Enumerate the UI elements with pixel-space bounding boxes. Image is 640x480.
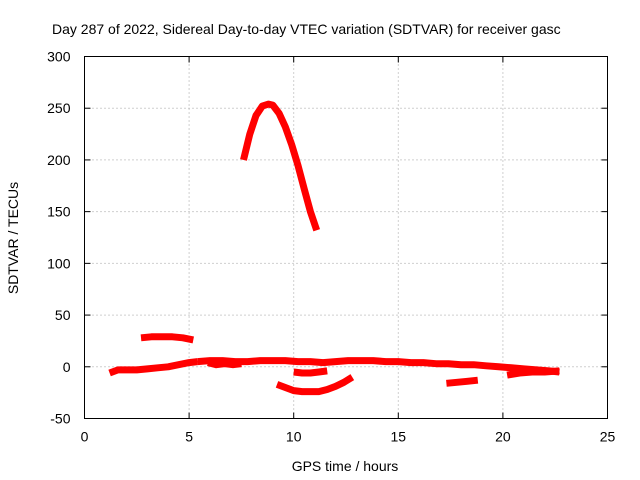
y-tick-label: 0 bbox=[63, 359, 71, 375]
grid-lines bbox=[84, 56, 608, 419]
series-line-pass-high-arc bbox=[240, 100, 321, 232]
series-line-pass-mid-wiggle bbox=[207, 359, 242, 369]
y-axis-title: SDTVAR / TECUs bbox=[5, 182, 21, 294]
y-tick-label: 250 bbox=[47, 100, 71, 116]
x-tick-label: 25 bbox=[600, 429, 616, 445]
x-tick-label: 5 bbox=[185, 429, 193, 445]
x-axis-title: GPS time / hours bbox=[292, 458, 399, 474]
y-tick-label: -50 bbox=[50, 411, 70, 427]
y-tick-label: 100 bbox=[47, 255, 71, 271]
plot-frame bbox=[84, 56, 608, 419]
chart-title: Day 287 of 2022, Sidereal Day-to-day VTE… bbox=[52, 21, 561, 37]
data-series bbox=[108, 100, 560, 396]
y-tick-label: 200 bbox=[47, 152, 71, 168]
series-line-pass-early-low bbox=[108, 358, 198, 377]
x-tick-label: 10 bbox=[286, 429, 302, 445]
series-line-pass-late-low bbox=[446, 376, 479, 387]
series-line-pass-late-end bbox=[506, 367, 560, 379]
x-tick-label: 20 bbox=[495, 429, 511, 445]
y-tick-label: 150 bbox=[47, 204, 71, 220]
y-tick-label: 300 bbox=[47, 49, 71, 65]
series-line-pass-mid-main bbox=[197, 357, 560, 376]
series-line-pass-low-arc bbox=[275, 374, 355, 396]
y-tick-label: 50 bbox=[55, 307, 71, 323]
series-line-pass-early-high bbox=[140, 333, 194, 344]
series-line-pass-dip bbox=[293, 367, 328, 377]
x-tick-label: 0 bbox=[81, 429, 89, 445]
x-tick-label: 15 bbox=[391, 429, 407, 445]
